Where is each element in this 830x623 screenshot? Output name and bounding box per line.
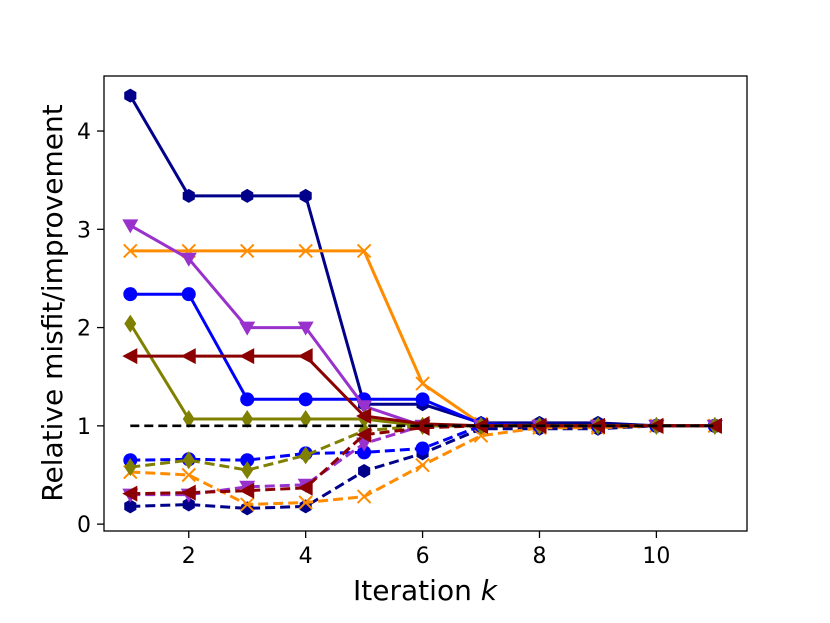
orange-improvement-point <box>181 467 196 483</box>
olive-improvement-point <box>182 451 195 470</box>
darkred-misfit-point <box>297 348 313 365</box>
darkred-improvement-point <box>239 482 255 499</box>
orange-improvement-point-stroke <box>356 489 372 504</box>
orange-improvement-point <box>415 457 430 473</box>
darkred-misfit-point <box>239 348 255 365</box>
blue-misfit-point <box>181 287 196 302</box>
darkred-misfit-line <box>130 354 715 428</box>
orange-misfit-point-stroke <box>415 376 430 391</box>
navy-improvement-point <box>182 497 195 512</box>
orange-misfit-point <box>415 376 430 391</box>
x-axis-label-text: Iteration <box>353 574 472 607</box>
olive-improvement-point <box>124 458 137 477</box>
darkred-improvement-point <box>122 485 138 502</box>
x-tick-label: 6 <box>416 544 430 569</box>
blue-improvement-point <box>357 445 372 460</box>
purple-misfit-point <box>239 321 256 336</box>
y-tick-label: 2 <box>77 317 91 342</box>
navy-improvement-point <box>124 499 137 514</box>
orange-improvement-point <box>356 489 372 504</box>
blue-improvement-point <box>240 453 255 468</box>
orange-misfit-point <box>356 243 372 259</box>
darkred-improvement-point <box>297 479 313 496</box>
blue-misfit-point <box>123 287 138 302</box>
purple-misfit-point <box>180 252 197 267</box>
x-tick-label: 10 <box>642 544 670 569</box>
darkred-misfit-point <box>180 348 196 365</box>
orange-improvement-point-stroke <box>415 457 430 473</box>
orange-misfit-point-stroke <box>240 243 255 259</box>
orange-misfit-point-stroke <box>356 243 372 259</box>
x-tick-label: 2 <box>182 544 196 569</box>
orange-misfit-point-stroke <box>298 243 313 259</box>
series-layer <box>122 88 723 516</box>
orange-improvement-point-stroke <box>240 497 255 512</box>
olive-improvement-point <box>299 446 312 465</box>
orange-improvement-point <box>240 497 255 512</box>
y-tick-label: 0 <box>77 513 91 538</box>
orange-improvement-point <box>298 495 313 510</box>
plot-frame <box>103 75 748 532</box>
darkred-misfit-point <box>356 408 372 425</box>
series-darkred-misfit <box>122 348 722 434</box>
y-tick-label: 4 <box>77 120 91 145</box>
olive-improvement-point <box>241 461 254 480</box>
axes-layer: 2 4 6 8 10 0 1 2 3 4 <box>77 120 670 569</box>
darkred-improvement-point <box>706 417 722 434</box>
orange-misfit-point <box>240 243 255 259</box>
darkred-misfit-point <box>122 348 138 365</box>
navy-misfit-line <box>129 94 715 428</box>
navy-misfit-point <box>182 188 195 203</box>
blue-misfit-point <box>298 392 313 407</box>
purple-misfit-point <box>356 400 373 415</box>
y-axis-label: Relative misfit/improvement <box>36 104 69 501</box>
darkred-improvement-line <box>130 424 715 496</box>
purple-misfit-point <box>297 321 314 336</box>
olive-misfit-point <box>182 409 195 428</box>
navy-improvement-point <box>358 464 371 479</box>
x-tick-label: 8 <box>532 544 546 569</box>
navy-improvement-line <box>130 424 715 510</box>
olive-misfit-point <box>124 314 137 333</box>
darkred-improvement-point <box>356 426 372 443</box>
x-axis-label: Iteration k <box>353 574 499 607</box>
y-tick-label: 3 <box>77 218 91 243</box>
y-tick-label: 1 <box>77 415 91 440</box>
olive-misfit-point <box>299 409 312 428</box>
blue-misfit-point <box>240 392 255 407</box>
navy-misfit-point <box>241 188 254 203</box>
darkred-improvement-point <box>414 419 430 436</box>
x-axis-label-variable: k <box>481 574 499 607</box>
orange-misfit-point-stroke <box>123 243 138 259</box>
orange-improvement-point-stroke <box>298 495 313 510</box>
olive-misfit-point <box>241 409 254 428</box>
orange-improvement-point-stroke <box>181 467 196 483</box>
blue-misfit-point <box>415 392 430 407</box>
x-tick-label: 4 <box>299 544 313 569</box>
purple-misfit-point <box>122 219 139 234</box>
blue-improvement-point <box>415 441 430 456</box>
series-olive-misfit <box>124 314 721 435</box>
orange-misfit-point <box>123 243 138 259</box>
navy-misfit-point <box>299 188 312 203</box>
navy-misfit-point <box>124 88 137 103</box>
orange-misfit-point <box>298 243 313 259</box>
darkred-improvement-point <box>180 484 196 501</box>
